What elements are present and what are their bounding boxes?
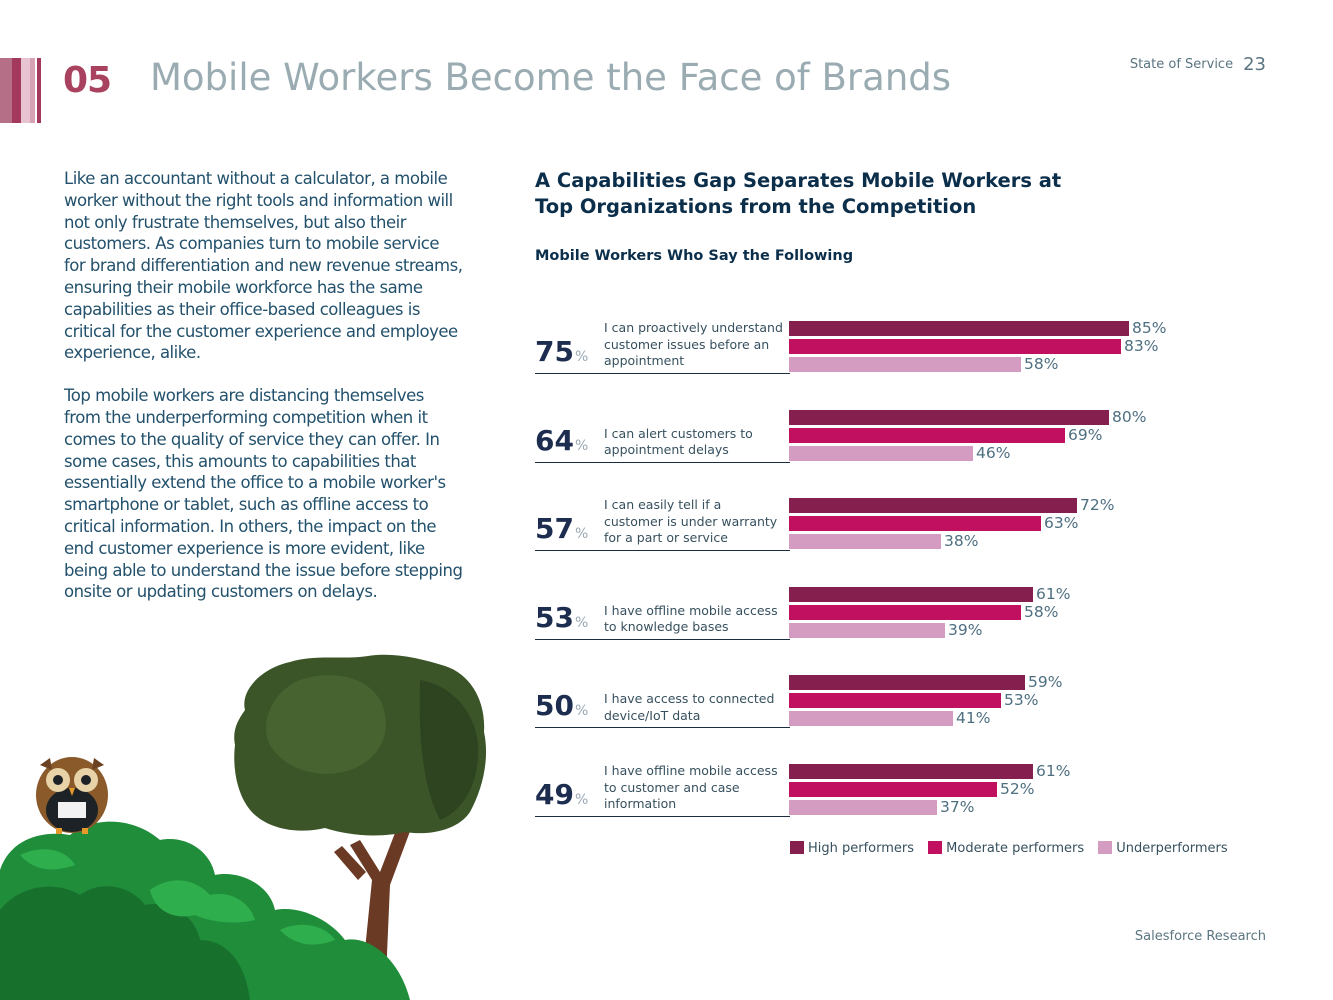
total-value-number: 50 xyxy=(535,689,574,723)
legend-swatch-under xyxy=(1098,841,1113,854)
bar xyxy=(789,800,937,815)
bar-value-label: 85% xyxy=(1132,319,1167,337)
page-header-right: State of Service 23 xyxy=(1130,54,1266,75)
category-statement: I have offline mobile access to knowledg… xyxy=(604,602,778,635)
category-underline xyxy=(535,461,790,463)
bar-value-label: 41% xyxy=(956,709,991,728)
total-value-percent-sign: % xyxy=(574,703,589,720)
total-value-percent-sign: % xyxy=(574,349,589,365)
category-underline xyxy=(535,638,790,640)
bar xyxy=(789,622,945,638)
chart-group: 64% I can alert customers to appointment … xyxy=(535,399,1235,463)
category-underline xyxy=(535,816,790,817)
total-value-label: 50% xyxy=(535,691,588,726)
total-value-label: 64% xyxy=(535,423,589,461)
total-value-percent-sign: % xyxy=(574,792,589,808)
body-paragraph-1: Like an accountant without a calculator,… xyxy=(64,169,463,363)
total-value-number: 49 xyxy=(535,778,574,811)
legend-item-high: High performers xyxy=(790,841,914,856)
bar-value-label: 39% xyxy=(948,620,983,639)
bar xyxy=(789,339,1121,354)
bar-value-label: 80% xyxy=(1112,407,1147,426)
total-value-percent-sign: % xyxy=(574,614,589,631)
bar xyxy=(789,675,1025,691)
bar xyxy=(789,693,1001,709)
bar xyxy=(789,409,1109,425)
total-value-number: 53 xyxy=(535,600,574,634)
bar xyxy=(789,534,941,550)
chart-group: 49% I have offline mobile access to custo… xyxy=(535,753,1235,817)
section-number: 05 xyxy=(63,60,112,101)
category-underline xyxy=(535,727,790,729)
bush-icon xyxy=(0,821,410,1000)
page-title: Mobile Workers Become the Face of Brands xyxy=(150,56,952,99)
bar-value-label: 52% xyxy=(1000,780,1035,798)
bar-value-label: 83% xyxy=(1124,337,1159,355)
bar-value-label: 63% xyxy=(1044,514,1079,533)
category-statement: I can alert customers to appointment del… xyxy=(604,425,753,458)
section-color-stripes xyxy=(0,58,41,123)
bar-value-label: 38% xyxy=(944,532,979,551)
legend-swatch-moderate xyxy=(928,841,943,854)
owl-mascot-icon xyxy=(36,757,108,834)
chart-group: 75% I can proactively understand customer… xyxy=(535,310,1235,374)
page-number: 23 xyxy=(1243,54,1266,75)
bar-value-label: 69% xyxy=(1068,425,1103,444)
bar-value-label: 59% xyxy=(1028,673,1063,692)
category-statement: I have offline mobile access to customer… xyxy=(604,763,778,811)
tree-and-owl-illustration xyxy=(0,654,487,1000)
category-statement: I have access to connected device/IoT da… xyxy=(604,691,775,723)
bar xyxy=(789,516,1041,532)
bar xyxy=(789,321,1129,336)
bar-value-label: 58% xyxy=(1024,355,1059,373)
bar xyxy=(789,711,953,727)
bar xyxy=(789,357,1021,372)
bar-value-label: 58% xyxy=(1024,602,1059,621)
total-value-label: 75% xyxy=(535,337,588,372)
chart-subtitle: Mobile Workers Who Say the Following xyxy=(535,248,854,264)
bar-value-label: 53% xyxy=(1004,691,1039,710)
body-text: Like an accountant without a calculator,… xyxy=(64,168,464,624)
total-value-number: 64 xyxy=(535,423,574,457)
legend-item-under: Underperformers xyxy=(1098,841,1228,856)
legend-label-under: Underperformers xyxy=(1116,841,1228,856)
footer-source: Salesforce Research xyxy=(1134,929,1266,944)
total-value-percent-sign: % xyxy=(574,437,589,454)
category-statement: I can proactively understand customer is… xyxy=(604,320,783,368)
bar-value-label: 61% xyxy=(1036,584,1071,603)
bar xyxy=(789,498,1077,514)
total-value-number: 75 xyxy=(535,335,574,368)
legend-item-moderate: Moderate performers xyxy=(928,841,1084,856)
total-value-number: 57 xyxy=(535,512,574,546)
legend-label-high: High performers xyxy=(808,841,915,856)
category-underline xyxy=(535,550,790,552)
chart-group: 50% I have access to connected device/IoT… xyxy=(535,664,1235,729)
body-paragraph-2: Top mobile workers are distancing themse… xyxy=(64,386,463,602)
chart-title: A Capabilities Gap Separates Mobile Work… xyxy=(535,169,1062,218)
chart-group: 57% I can easily tell if a customer is un… xyxy=(535,487,1235,552)
total-value-percent-sign: % xyxy=(574,526,589,543)
bar xyxy=(789,427,1065,443)
chart-legend: High performers Moderate performers Unde… xyxy=(790,841,1238,856)
legend-label-moderate: Moderate performers xyxy=(946,841,1085,856)
total-value-label: 49% xyxy=(535,780,588,815)
category-underline xyxy=(535,373,790,374)
bar xyxy=(789,764,1033,779)
tree-icon xyxy=(234,654,487,1000)
bar-value-label: 46% xyxy=(976,443,1011,462)
bar xyxy=(789,445,973,461)
total-value-label: 53% xyxy=(535,600,589,638)
category-statement: I can easily tell if a customer is under… xyxy=(604,497,778,546)
bar-value-label: 37% xyxy=(940,798,975,816)
bar xyxy=(789,604,1021,620)
total-value-label: 57% xyxy=(535,514,588,549)
legend-swatch-high xyxy=(790,841,804,854)
bar xyxy=(789,782,997,797)
bar-value-label: 61% xyxy=(1036,762,1071,780)
report-name: State of Service xyxy=(1129,57,1234,72)
chart-group: 53% I have offline mobile access to knowl… xyxy=(535,576,1235,640)
bar-value-label: 72% xyxy=(1080,496,1115,515)
bar xyxy=(789,586,1033,602)
